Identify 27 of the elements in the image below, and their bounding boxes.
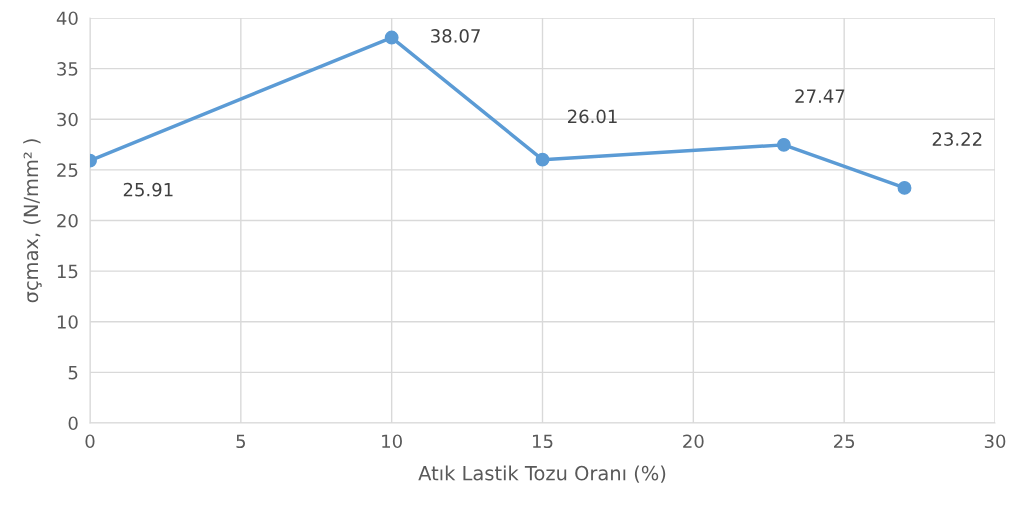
y-tick-label: 15 bbox=[57, 264, 78, 279]
x-axis-title: Atık Lastik Tozu Oranı (%) bbox=[418, 465, 666, 483]
data-label: 27.47 bbox=[795, 89, 845, 103]
data-label: 25.91 bbox=[123, 182, 173, 197]
y-tick-label: 30 bbox=[57, 112, 78, 127]
y-tick-label: 0 bbox=[68, 416, 78, 431]
data-label: 26.01 bbox=[567, 109, 617, 124]
point bbox=[384, 30, 399, 45]
y-tick-label: 25 bbox=[57, 163, 78, 177]
x-tick-label: 0 bbox=[85, 434, 95, 449]
y-tick-label: 10 bbox=[57, 315, 78, 329]
x-tick-label: 20 bbox=[683, 434, 704, 449]
data-label: 38.07 bbox=[431, 29, 480, 43]
point bbox=[535, 152, 550, 167]
y-axis-title: σçmax, (N/mm² ) bbox=[23, 139, 42, 303]
point bbox=[897, 180, 912, 195]
x-tick-label: 30 bbox=[984, 434, 1006, 449]
y-tick-label: 5 bbox=[68, 366, 78, 380]
x-tick-label: 10 bbox=[382, 434, 402, 449]
point bbox=[776, 137, 791, 152]
y-tick-label: 40 bbox=[56, 11, 78, 26]
data-label: 23.22 bbox=[932, 132, 982, 146]
x-tick-label: 5 bbox=[236, 434, 245, 449]
y-tick-label: 20 bbox=[57, 213, 78, 228]
x-tick-label: 15 bbox=[533, 434, 553, 449]
y-tick-label: 35 bbox=[57, 62, 78, 76]
x-tick-label: 25 bbox=[834, 434, 855, 449]
